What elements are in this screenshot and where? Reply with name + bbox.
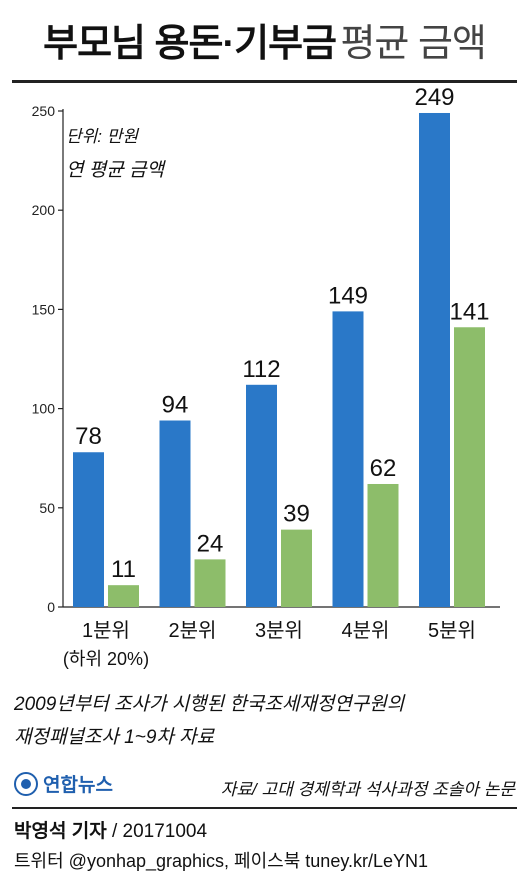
reporter-name: 박영석 기자 — [14, 821, 107, 842]
data-note: 2009년부터 조사가 시행된 한국조세재정연구원의 재정패널조사 1~9차 자… — [14, 688, 519, 754]
category-label: 4분위 — [342, 619, 390, 642]
credit-line: 박영석 기자 / 20171004 — [14, 816, 207, 843]
bar-value-label: 149 — [328, 282, 368, 309]
category-label: 1분위 — [82, 619, 130, 642]
category-label: 5분위 — [428, 619, 476, 642]
bar-value-label: 94 — [162, 392, 189, 419]
bar-value-label: 11 — [111, 556, 136, 583]
credit-date: / 20171004 — [106, 821, 208, 842]
bar-series2 — [367, 483, 399, 607]
yonhap-logo: 연합뉴스 — [14, 770, 113, 797]
y-tick-label: 250 — [32, 103, 56, 119]
y-tick-label: 0 — [47, 599, 55, 615]
category-note: (하위 20%) — [63, 649, 149, 669]
bar-value-label: 24 — [197, 530, 224, 557]
yonhap-logo-icon — [14, 771, 38, 796]
footer-divider — [12, 807, 517, 809]
bar-value-label: 141 — [449, 298, 489, 325]
title-light: 평균 금액 — [340, 23, 486, 65]
y-tick-label: 200 — [32, 202, 56, 218]
bar-series2 — [281, 529, 312, 607]
bar-value-label: 78 — [75, 423, 102, 450]
category-label: 3분위 — [255, 619, 303, 642]
y-tick-label: 50 — [39, 500, 55, 516]
logo-text: 연합뉴스 — [43, 775, 113, 796]
bar-series1 — [246, 384, 277, 607]
social-links: 트위터 @yonhap_graphics, 페이스북 tuney.kr/LeYN… — [14, 851, 429, 871]
bar-series2 — [454, 327, 485, 607]
bar-value-label: 39 — [283, 501, 310, 528]
bar-value-label: 112 — [242, 356, 280, 383]
chart-title: 부모님 용돈·기부금 평균 금액 — [0, 12, 529, 67]
note-line-1: 2009년부터 조사가 시행된 한국조세재정연구원의 — [14, 694, 405, 715]
bar-series1 — [159, 420, 191, 607]
bar-series1 — [419, 112, 450, 607]
bar-value-label: 249 — [414, 84, 454, 111]
bar-series1 — [73, 452, 104, 607]
source-text: 자료/ 고대 경제학과 석사과정 조솔아 논문 — [220, 780, 515, 799]
chart-subtitle: 연 평균 금액 — [66, 160, 164, 181]
y-tick-label: 150 — [32, 301, 56, 317]
bar-series2 — [108, 585, 139, 607]
title-divider — [12, 80, 517, 83]
unit-label: 단위: 만원 — [66, 127, 139, 146]
bar-chart: 0 50 100 150 200 250 78 11 1분위 (하위 20%) 94 24 2분위 112… — [32, 84, 500, 669]
bar-series2 — [194, 559, 226, 607]
bar-value-label: 62 — [370, 455, 397, 482]
title-bold: 부모님 용돈·기부금 — [43, 23, 337, 65]
y-tick-label: 100 — [32, 401, 56, 417]
bar-series1 — [332, 311, 364, 607]
note-line-2: 재정패널조사 1~9차 자료 — [14, 727, 215, 748]
category-label: 2분위 — [169, 619, 217, 642]
